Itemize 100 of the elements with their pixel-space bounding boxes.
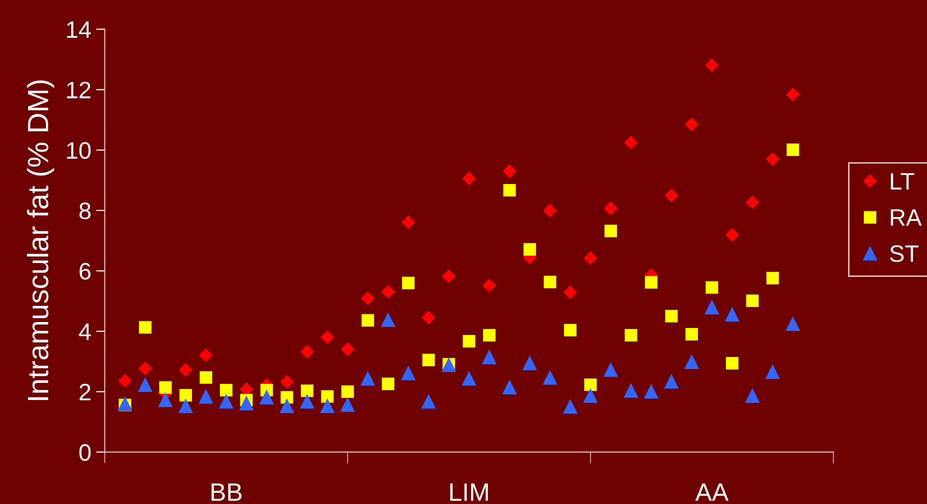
- point: [300, 345, 314, 358]
- point: [503, 184, 516, 196]
- point: [138, 378, 152, 392]
- point: [604, 224, 617, 238]
- point: [564, 286, 577, 299]
- point: [381, 313, 396, 328]
- point: [300, 394, 314, 409]
- y-tick-label: 14: [67, 22, 91, 38]
- point: [138, 362, 152, 376]
- point: [746, 294, 759, 308]
- point: [340, 398, 355, 412]
- y-tick-label: 0: [79, 444, 91, 461]
- point: [685, 328, 698, 341]
- point: [341, 342, 354, 356]
- legend-label: ST: [890, 245, 919, 262]
- point: [219, 394, 234, 409]
- point: [502, 164, 516, 178]
- y-tick-label: 4: [78, 324, 91, 340]
- point: [462, 334, 476, 348]
- point: [644, 276, 658, 289]
- point: [362, 314, 374, 327]
- point: [543, 204, 557, 218]
- point: [341, 385, 354, 398]
- point: [706, 281, 718, 294]
- point: [482, 350, 496, 364]
- point: [704, 300, 719, 314]
- point: [199, 390, 213, 404]
- point: [563, 400, 578, 414]
- y-tick-label: 2: [80, 384, 90, 400]
- point: [118, 374, 132, 388]
- point: [584, 252, 598, 265]
- point: [300, 384, 314, 398]
- point: [483, 328, 496, 342]
- point: [644, 384, 658, 399]
- legend-label: RA: [890, 209, 922, 226]
- point: [624, 384, 638, 398]
- point: [786, 143, 800, 156]
- point: [200, 371, 212, 384]
- point: [138, 321, 152, 334]
- point: [766, 365, 780, 379]
- point: [402, 216, 415, 229]
- legend-label: LT: [890, 173, 914, 190]
- point: [543, 370, 557, 385]
- point: [564, 324, 577, 336]
- point: [178, 399, 193, 414]
- y-tick-label: 8: [79, 202, 91, 220]
- point: [158, 393, 172, 408]
- point: [462, 172, 476, 186]
- point: [726, 228, 739, 242]
- point: [725, 308, 740, 322]
- point: [544, 276, 556, 288]
- y-axis-title: Intramuscular fat (% DM): [26, 80, 54, 400]
- point: [159, 381, 172, 394]
- x-tick-label: LIM: [450, 484, 488, 501]
- point: [726, 357, 738, 370]
- point: [705, 58, 719, 72]
- point: [240, 382, 254, 396]
- point: [584, 378, 597, 391]
- point: [422, 354, 435, 366]
- point: [321, 390, 334, 403]
- point: [280, 375, 294, 388]
- point: [422, 311, 436, 324]
- x-tick-label: AA: [695, 484, 729, 501]
- point: [482, 278, 496, 292]
- y-tick-label: 6: [80, 262, 91, 280]
- point: [584, 388, 598, 403]
- point: [280, 391, 294, 404]
- point: [604, 362, 618, 377]
- point: [664, 188, 678, 202]
- point: [260, 390, 274, 404]
- point: [320, 330, 334, 344]
- point: [239, 396, 254, 410]
- point: [361, 292, 374, 305]
- point: [786, 88, 800, 102]
- point: [624, 328, 638, 342]
- point: [220, 384, 232, 396]
- point: [442, 270, 456, 283]
- x-tick-label: BB: [212, 484, 242, 501]
- point: [179, 389, 192, 402]
- y-tick-label: 10: [67, 142, 91, 159]
- point: [360, 372, 375, 386]
- point: [502, 380, 516, 394]
- point: [401, 366, 416, 380]
- point: [604, 202, 618, 215]
- point: [524, 243, 536, 256]
- point: [422, 394, 436, 409]
- point: [624, 136, 638, 150]
- point: [402, 276, 415, 290]
- point: [766, 272, 779, 284]
- point: [382, 285, 395, 298]
- point: [462, 372, 476, 386]
- point: [665, 310, 678, 322]
- point: [382, 378, 394, 390]
- point: [199, 348, 213, 362]
- point: [786, 317, 800, 331]
- point: [685, 118, 698, 131]
- point: [746, 196, 760, 209]
- point: [684, 355, 699, 370]
- point: [320, 399, 334, 414]
- point: [745, 388, 760, 403]
